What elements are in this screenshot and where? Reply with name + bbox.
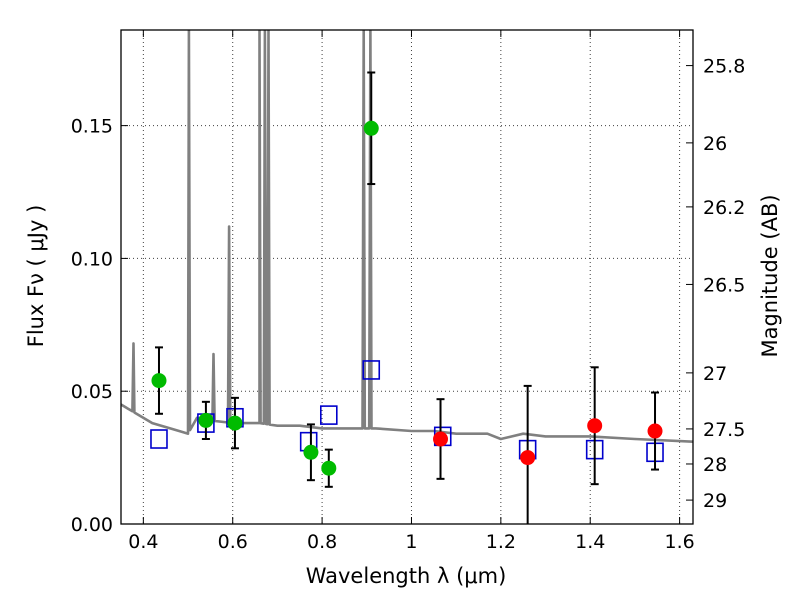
y-tick-label: 0.15 [71,116,113,138]
model-spectrum [121,30,693,443]
green-data-point [363,120,379,136]
plot-frame [120,29,694,525]
green-data-point [198,412,214,428]
green-data-point [321,460,337,476]
x-tick-label: 0.6 [218,531,248,553]
model-square-point [150,429,168,449]
red-data-point [433,431,449,447]
grid-lines [121,30,693,525]
green-data-point [303,444,319,460]
red-data-point [647,423,663,439]
x-tick-label: 1.4 [575,531,605,553]
y-tick-label: 0.10 [71,248,113,270]
right-tick-label: 27.5 [703,419,745,441]
x-tick-label: 0.4 [128,531,158,553]
x-tick-label: 0.8 [307,531,337,553]
data-points [150,71,664,524]
x-tick-label: 1.2 [486,531,516,553]
right-tick-label: 26 [703,133,727,155]
y-axis-label: Flux Fν ( μJy ) [24,205,48,348]
x-tick-label: 1.6 [664,531,694,553]
right-tick-label: 28 [703,454,727,476]
model-square-point [319,405,338,425]
right-axis-label: Magnitude (AB) [758,194,782,357]
x-tick-label: 1 [405,531,417,553]
right-tick-label: 26.5 [703,274,745,296]
y-tick-label: 0.05 [71,381,113,403]
y-tick-label: 0.00 [71,514,113,536]
red-data-point [520,450,536,466]
right-tick-label: 27 [703,363,727,385]
red-data-point [587,418,603,434]
x-axis-label: Wavelength λ (μm) [306,564,507,588]
right-tick-label: 29 [703,490,727,512]
axes: 0.4 0.6 0.8 1 1.2 1.4 1.6 0.00 0.05 0.10 0.15 25.8 2… [71,30,745,553]
right-tick-label: 25.8 [703,56,745,78]
green-data-point [227,415,243,431]
green-data-point [151,373,167,389]
model-square-point [362,360,381,380]
right-tick-label: 26.2 [703,197,745,219]
spectrum-line [121,30,693,443]
